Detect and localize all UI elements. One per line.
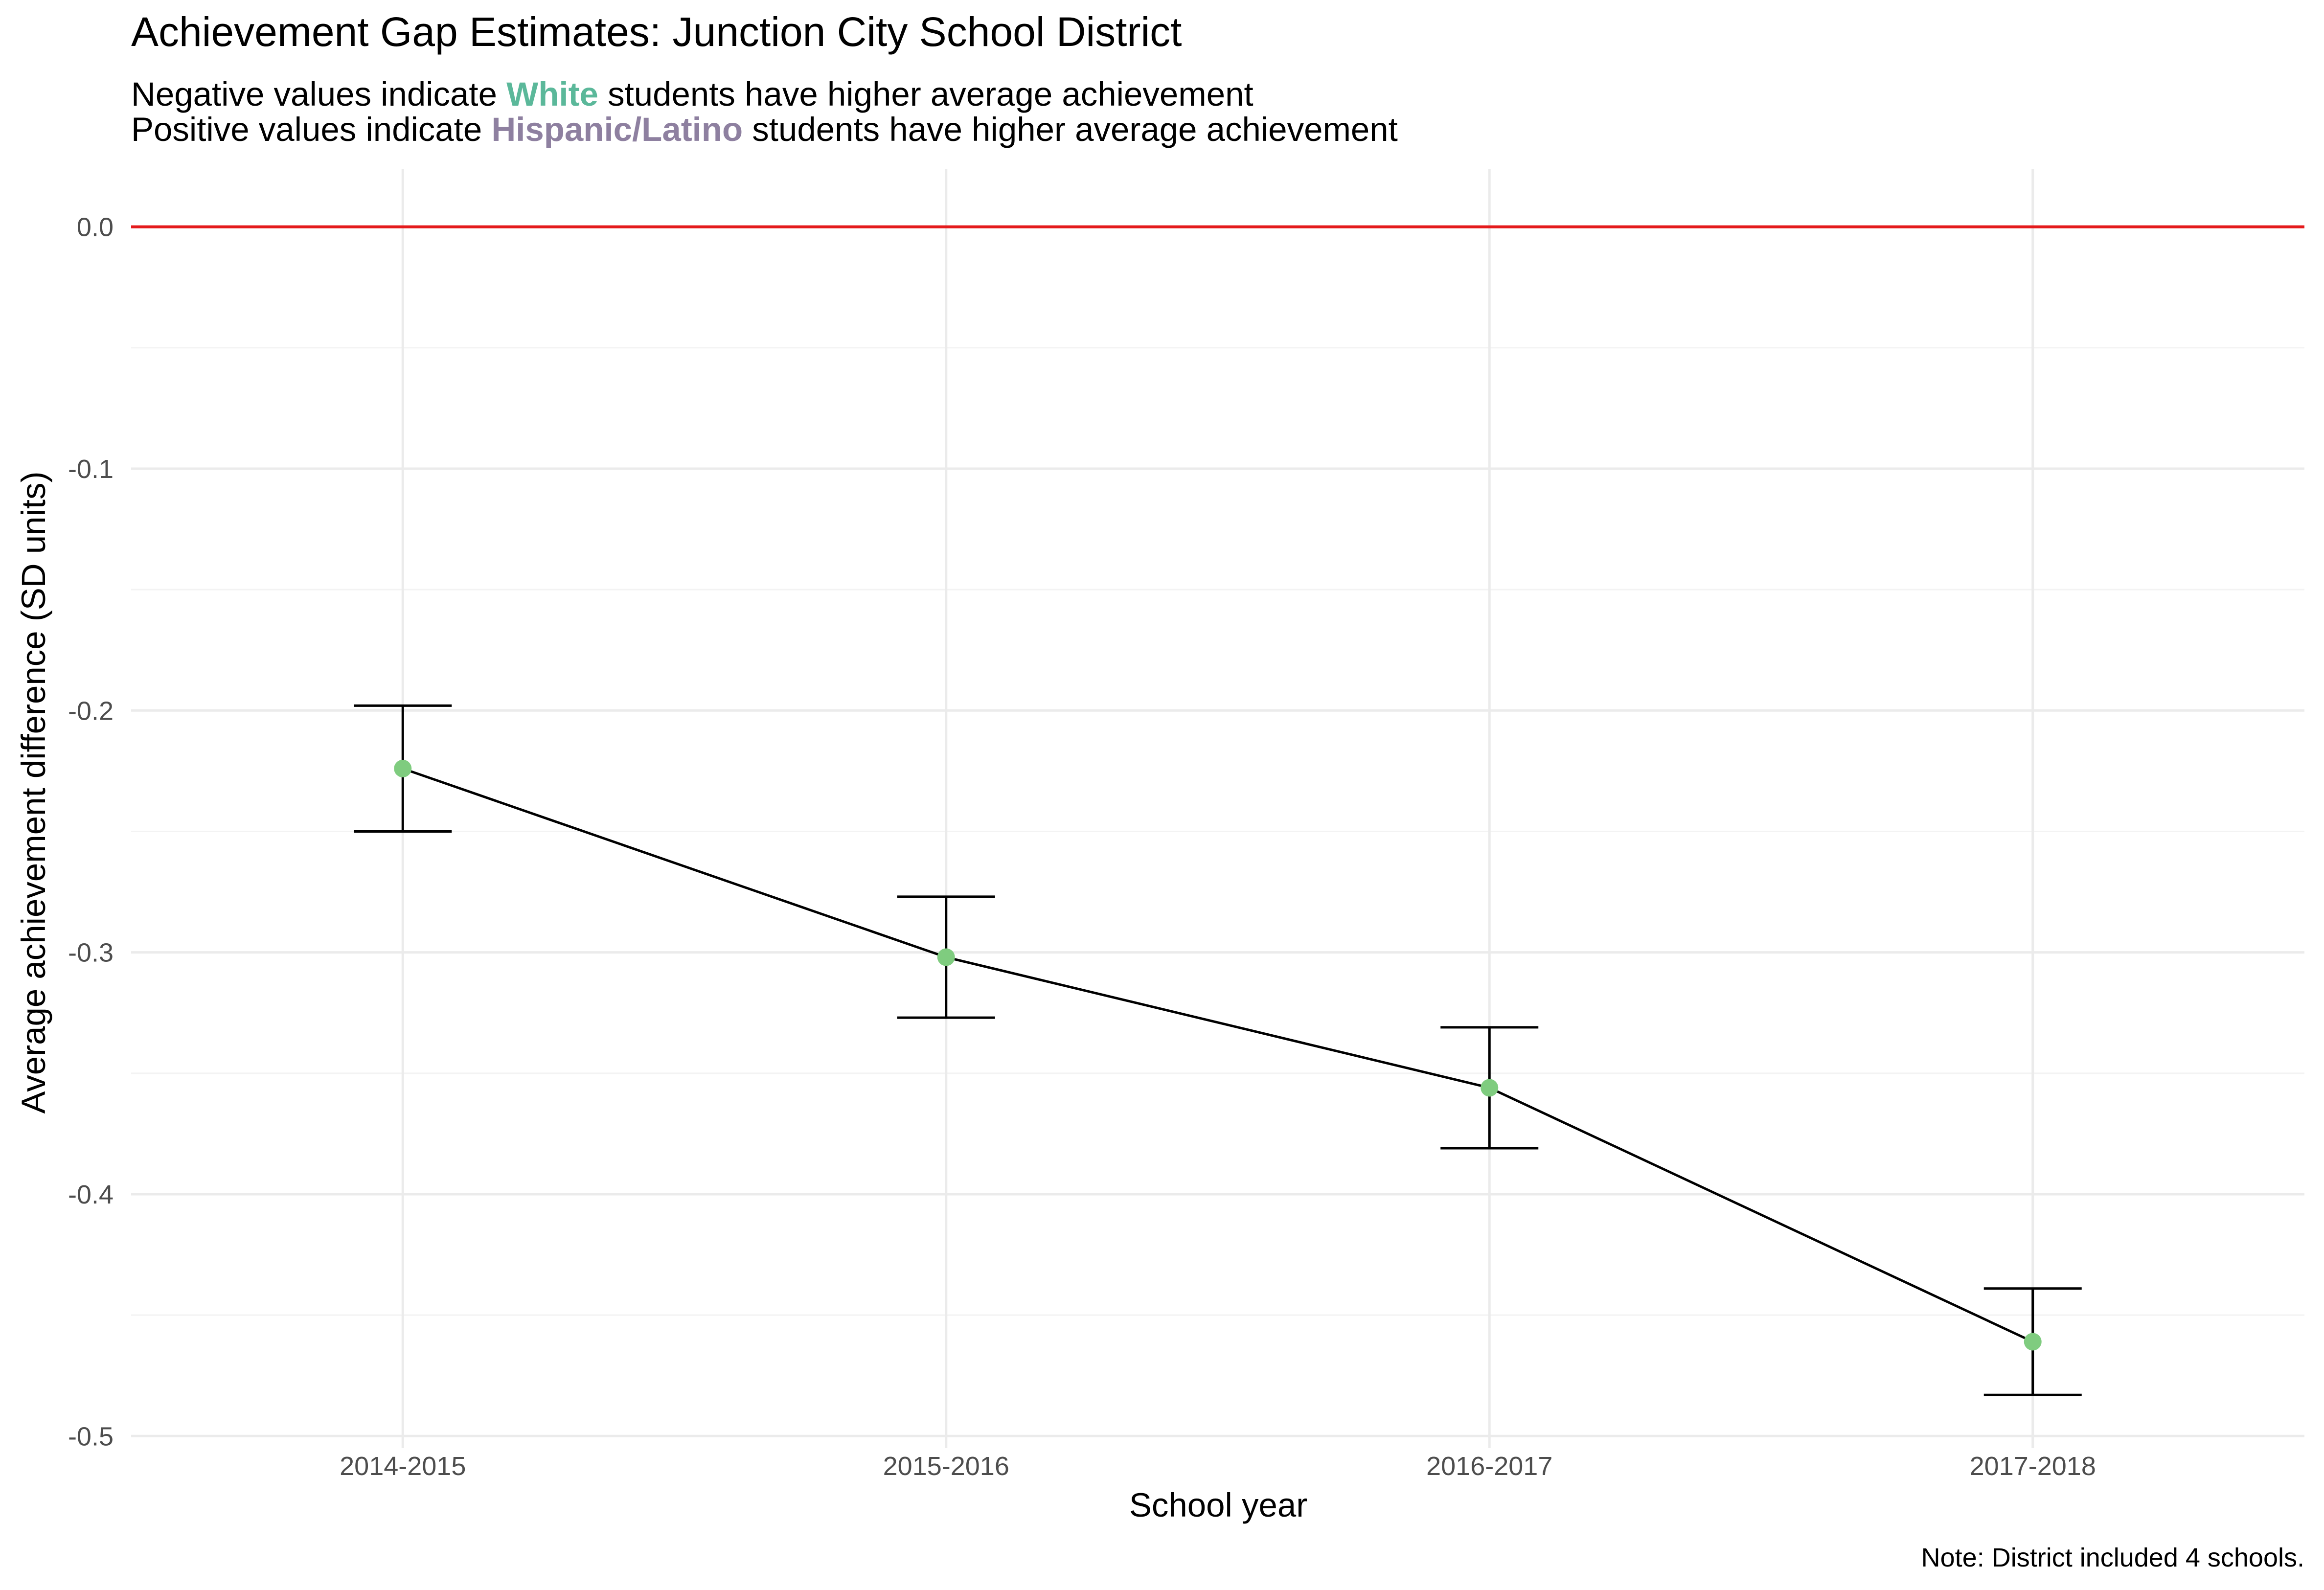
y-tick-label: -0.3 — [68, 938, 114, 968]
chart-subtitle-line-2: Positive values indicate Hispanic/Latino… — [131, 111, 1398, 148]
major-gridlines — [131, 169, 2304, 1448]
y-tick-label: 0.0 — [77, 213, 114, 242]
y-tick-label: -0.5 — [68, 1422, 114, 1451]
subtitle-2-prefix: Positive values indicate — [131, 111, 491, 148]
y-tick-labels: 0.0 -0.1 -0.2 -0.3 -0.4 -0.5 — [68, 213, 114, 1452]
y-axis-title: Average achievement difference (SD units… — [15, 472, 52, 1114]
x-tick-label: 2015-2016 — [883, 1452, 1009, 1481]
data-point — [2024, 1333, 2042, 1351]
subtitle-1-suffix: students have higher average achievement — [598, 75, 1253, 113]
data-point — [1481, 1079, 1499, 1097]
x-tick-labels: 2014-2015 2015-2016 2016-2017 2017-2018 — [340, 1452, 2096, 1481]
series-layer — [402, 767, 2033, 1343]
subtitle-2-suffix: students have higher average achievement — [743, 111, 1398, 148]
y-tick-label: -0.4 — [68, 1180, 114, 1209]
y-tick-label: -0.1 — [68, 454, 114, 484]
subtitle-2-highlight-hispanic-latino: Hispanic/Latino — [491, 111, 743, 148]
errorbar-layer — [354, 704, 2082, 1396]
x-axis-title: School year — [1129, 1486, 1307, 1524]
point-layer — [394, 759, 2042, 1351]
data-point — [937, 948, 955, 966]
series-line — [402, 767, 2033, 1343]
chart-caption-note: Note: District included 4 schools. — [1921, 1543, 2304, 1572]
chart-subtitle-line-1: Negative values indicate White students … — [131, 75, 1253, 113]
x-tick-label: 2014-2015 — [340, 1452, 466, 1481]
chart-title: Achievement Gap Estimates: Junction City… — [131, 9, 1182, 55]
subtitle-1-prefix: Negative values indicate — [131, 75, 506, 113]
x-tick-label: 2016-2017 — [1426, 1452, 1552, 1481]
y-tick-label: -0.2 — [68, 696, 114, 726]
data-point — [394, 759, 412, 777]
minor-gridlines — [131, 347, 2304, 1316]
subtitle-1-highlight-white: White — [506, 75, 598, 113]
x-tick-label: 2017-2018 — [1970, 1452, 2096, 1481]
